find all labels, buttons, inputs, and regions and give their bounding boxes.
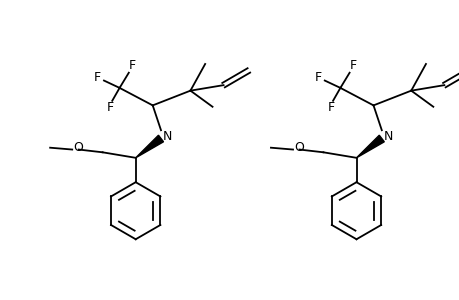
Text: F: F — [327, 101, 334, 114]
Text: F: F — [349, 59, 356, 72]
Text: F: F — [129, 59, 136, 72]
Polygon shape — [135, 135, 163, 158]
Text: N: N — [162, 130, 172, 143]
Polygon shape — [356, 135, 383, 158]
Text: O: O — [293, 141, 303, 154]
Text: F: F — [94, 71, 101, 84]
Text: O: O — [73, 141, 83, 154]
Text: F: F — [314, 71, 321, 84]
Text: F: F — [106, 101, 114, 114]
Text: N: N — [383, 130, 392, 143]
